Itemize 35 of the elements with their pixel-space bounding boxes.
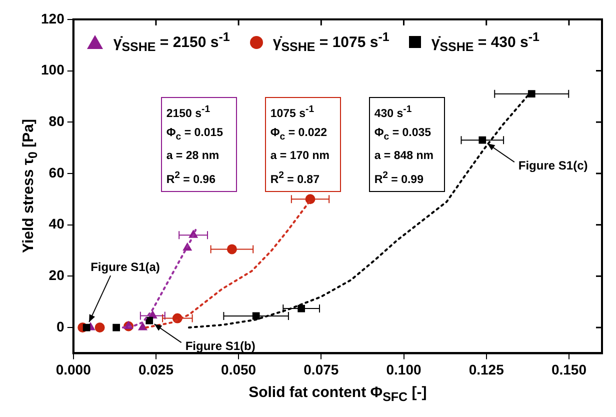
annotation: Figure S1(c): [518, 158, 588, 172]
annotation: Figure S1(b): [185, 338, 256, 353]
text: 430 s$^{-1}$ Φ$_{c}$ = 0.035 a = 848 nm R$^{2}$ = 0.99: [374, 104, 434, 186]
point: [528, 90, 536, 98]
y-tick-label: 60: [48, 164, 65, 180]
legend-label: γ̇$_{SSHE}$ = 2150 s$^{-1}$: [113, 30, 230, 54]
point: [112, 324, 120, 332]
y-tick-label: 100: [41, 62, 65, 78]
point: [298, 304, 306, 312]
x-tick-label: 0.025: [138, 361, 174, 378]
y-tick-label: 0: [56, 318, 65, 334]
x-tick-label: 0.075: [304, 361, 339, 378]
point: [252, 312, 260, 320]
point: [226, 244, 237, 254]
point: [82, 324, 90, 332]
point: [146, 316, 154, 324]
point: [94, 322, 105, 333]
x-tick-label: 0.125: [468, 361, 504, 378]
x-tick-label: 0.000: [56, 361, 92, 378]
text: 1075 s$^{-1}$ Φ$_{c}$ = 0.022 a = 170 nm R$^{2}$ = 0.87: [270, 104, 330, 186]
point: [138, 322, 148, 330]
y-tick-label: 20: [48, 267, 65, 284]
x-axis-title: Solid fat content Φ$_{SFC}$ [-]: [248, 384, 428, 404]
annotation: Figure S1(a): [90, 260, 160, 274]
y-tick-label: 80: [48, 112, 65, 129]
x-tick-label: 0.050: [221, 361, 256, 378]
y-tick-label: 120: [41, 10, 65, 26]
y-tick-label: 40: [48, 216, 65, 232]
legend-label: γ̇$_{SSHE}$ = 1075 s$^{-1}$: [272, 30, 390, 54]
x-tick-label: 0.100: [386, 361, 422, 378]
point: [305, 194, 316, 204]
point: [478, 136, 486, 144]
text: 2150 s$^{-1}$ Φ$_{c}$ = 0.015 a = 28 nm R$^{2}$ = 0.96: [166, 104, 224, 186]
x-tick-label: 0.150: [551, 361, 587, 378]
legend-label: γ̇$_{SSHE}$ = 430 s$^{-1}$: [431, 30, 540, 54]
